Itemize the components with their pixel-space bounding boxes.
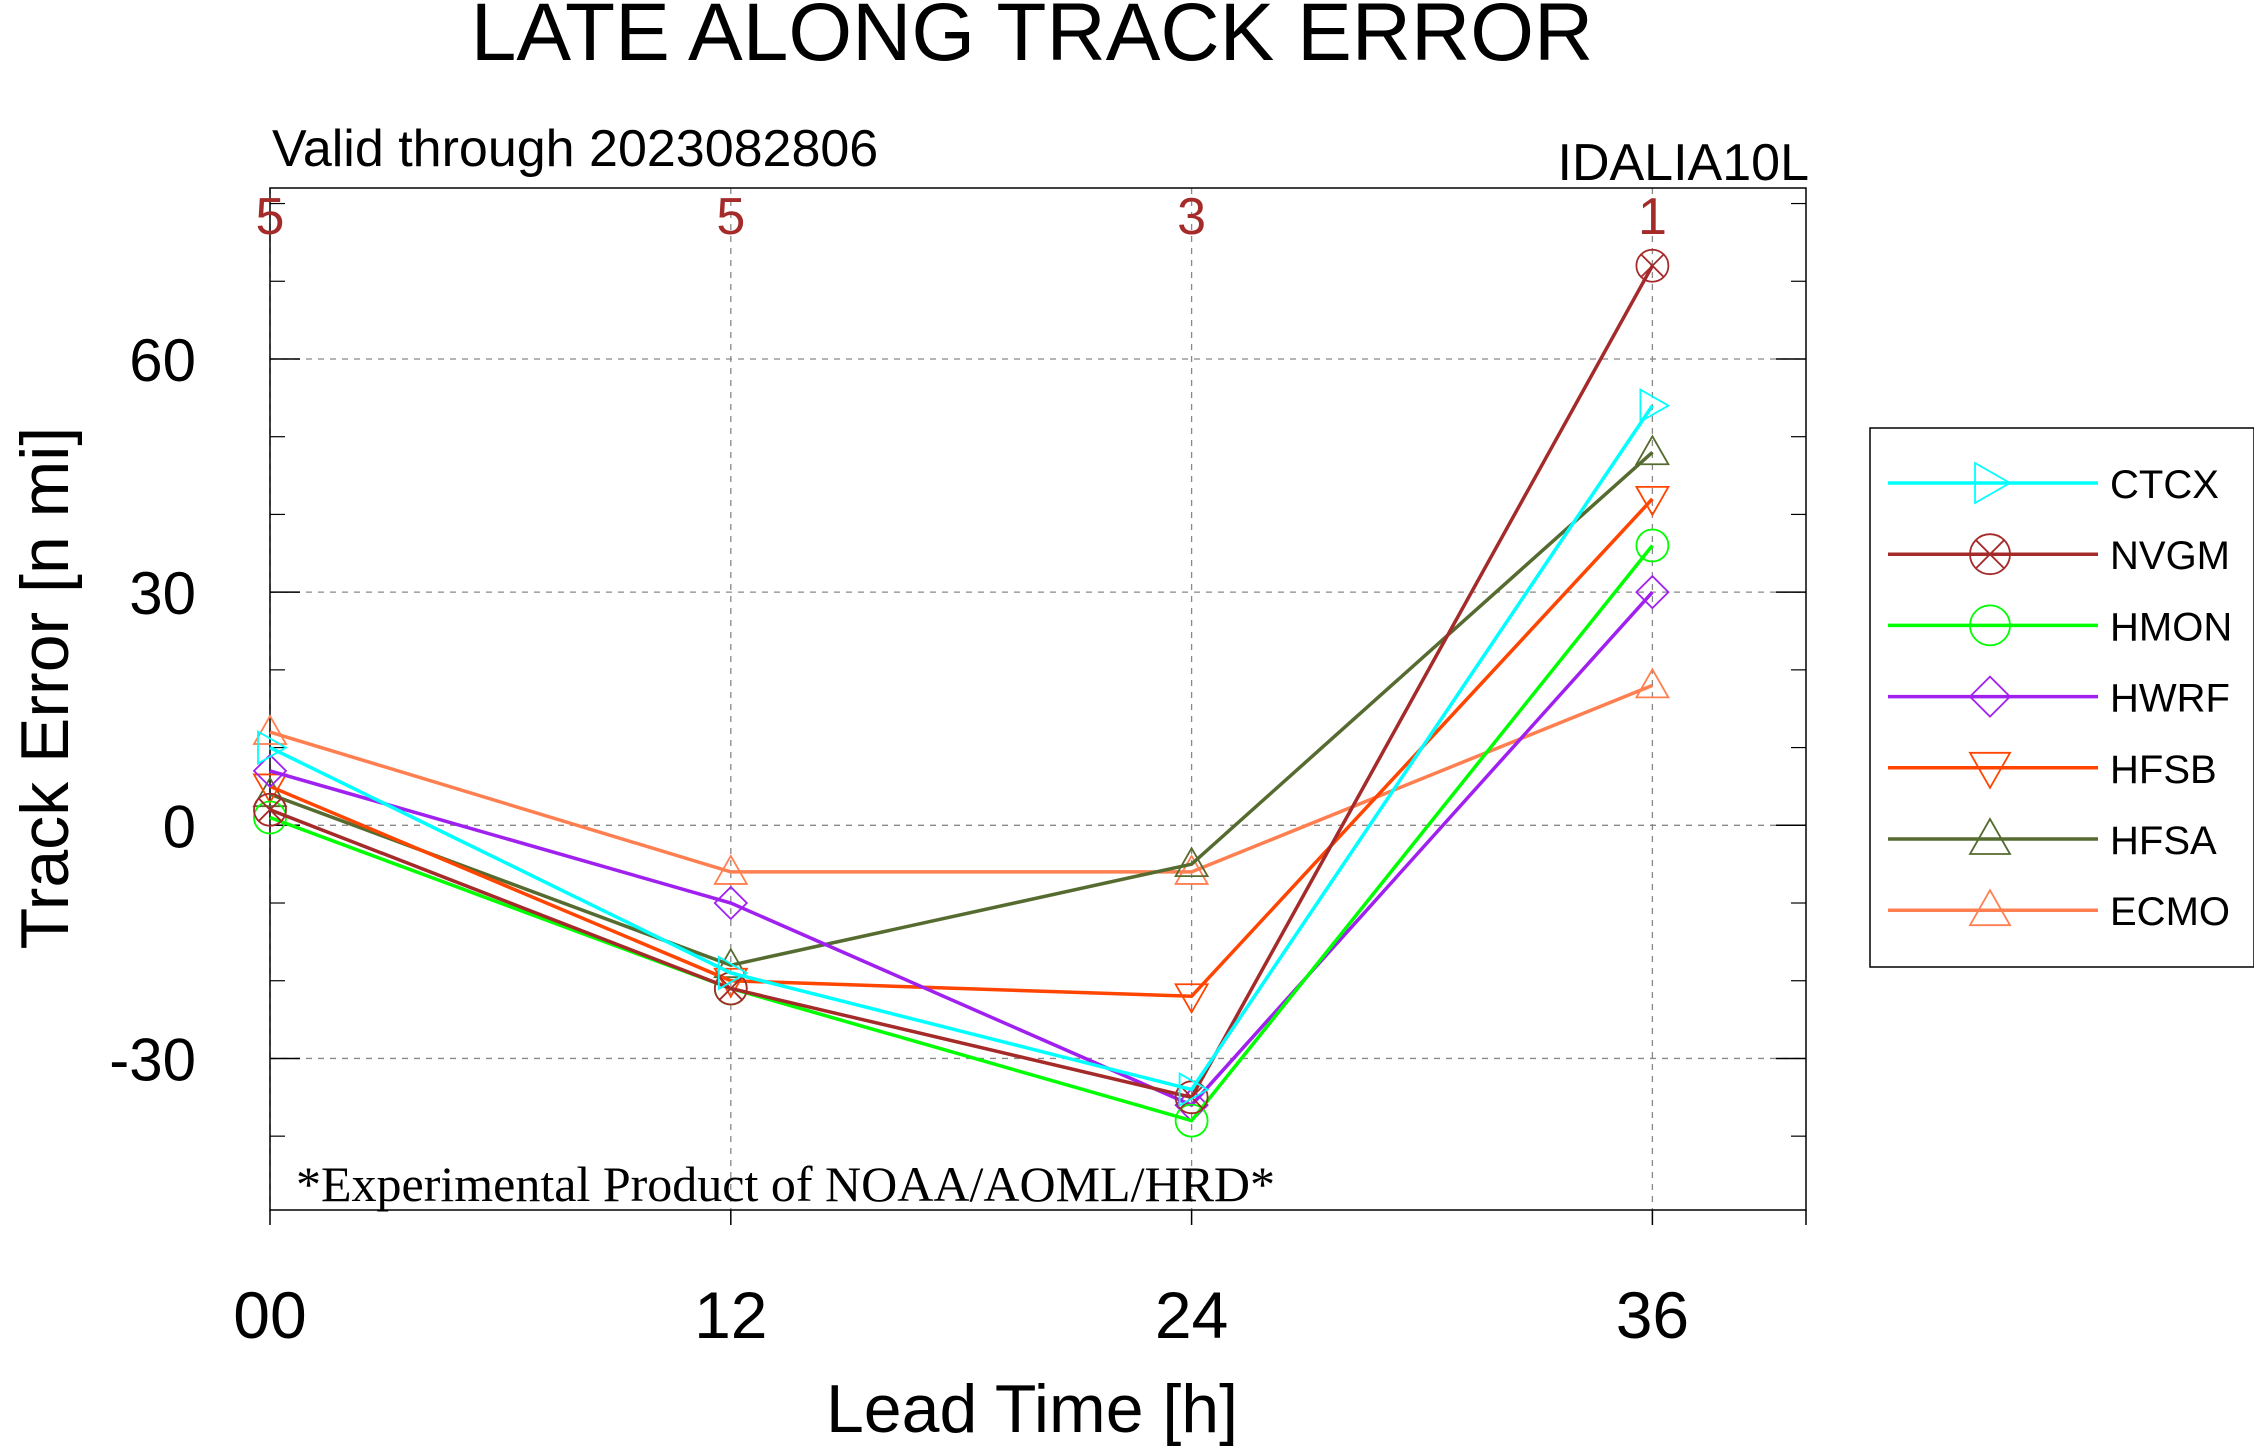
- x-tick-label: 36: [1616, 1278, 1689, 1352]
- legend-label-hwrf: HWRF: [2110, 677, 2230, 721]
- y-tick-label: -30: [109, 1026, 196, 1093]
- data-point-ctcx: [1178, 1071, 1210, 1108]
- legend-label-hfsa: HFSA: [2110, 819, 2217, 863]
- series-line-hmon: [269, 544, 1654, 1123]
- data-point-ecmo: [1634, 667, 1670, 699]
- series-line-hfsb: [269, 497, 1654, 999]
- data-point-hfsa: [713, 947, 749, 979]
- series-lines: [252, 248, 1671, 1138]
- data-point-hwrf: [252, 753, 288, 789]
- x-axis-label: Lead Time [h]: [826, 1371, 1238, 1447]
- legend-marker-hwrf: [1968, 675, 2012, 718]
- legend-label-ecmo: ECMO: [2110, 890, 2230, 934]
- data-point-hfsa: [252, 776, 288, 808]
- axis-tick-labels: 00 5 12 5 24 3 36 1 -30 0 30 60: [109, 188, 1689, 1352]
- plot-frame: [269, 187, 1807, 1211]
- data-point-hwrf: [713, 885, 749, 921]
- legend-label-hfsb: HFSB: [2110, 748, 2217, 792]
- legend-marker-nvgm: [1969, 533, 2011, 576]
- legend-label-nvgm: NVGM: [2110, 534, 2230, 578]
- data-point-ecmo: [1174, 854, 1210, 885]
- legend-label-hmon: HMON: [2110, 605, 2232, 649]
- data-point-ctcx: [257, 730, 288, 766]
- y-tick-label: 0: [163, 793, 196, 860]
- legend-marker-hfsa: [1968, 817, 2012, 855]
- axis-ticks: [269, 202, 1807, 1225]
- data-point-ctcx: [717, 955, 749, 991]
- data-point-hfsb: [1174, 983, 1210, 1015]
- data-point-nvgm: [253, 792, 287, 827]
- legend-marker-ecmo: [1968, 888, 2012, 927]
- legend-marker-hfsb: [1968, 751, 2012, 790]
- legend: CTCX NVGM HMON HWRF HFSB HFSA ECMO: [1888, 461, 2232, 934]
- series-line-ctcx: [269, 404, 1654, 1092]
- data-point-hfsa: [1174, 846, 1210, 878]
- data-point-hfsb: [252, 773, 288, 805]
- storm-label: IDALIA10L: [1558, 134, 1810, 192]
- sample-count-label: 5: [716, 188, 745, 246]
- legend-label-ctcx: CTCX: [2110, 463, 2219, 507]
- series-line-hfsa: [269, 450, 1654, 968]
- footer-note: *Experimental Product of NOAA/AOML/HRD*: [296, 1156, 1275, 1212]
- x-tick-label: 00: [233, 1278, 306, 1352]
- data-point-hfsa: [1634, 434, 1670, 466]
- sample-count-label: 5: [256, 188, 285, 246]
- y-tick-label: 30: [129, 560, 196, 627]
- series-line-ecmo: [269, 683, 1654, 874]
- sample-count-label: 1: [1638, 188, 1667, 246]
- chart-subtitle: Valid through 2023082806: [272, 120, 878, 178]
- data-point-ctcx: [1639, 388, 1671, 424]
- series-line-nvgm: [269, 264, 1654, 1100]
- legend-marker-ctcx: [1974, 461, 2012, 505]
- data-point-hmon: [1635, 528, 1670, 563]
- grid: [269, 188, 1806, 1210]
- legend-marker-hmon: [1969, 604, 2011, 647]
- series-line-hwrf: [269, 590, 1654, 1108]
- chart-title: LATE ALONG TRACK ERROR: [471, 0, 1593, 78]
- data-point-nvgm: [1635, 248, 1670, 283]
- data-point-hmon: [1174, 1103, 1209, 1138]
- data-point-hfsb: [1634, 485, 1670, 517]
- sample-count-label: 3: [1177, 188, 1206, 246]
- y-axis-label: Track Error [n mi]: [7, 427, 83, 950]
- data-point-hwrf: [1635, 574, 1670, 610]
- data-point-ecmo: [252, 714, 288, 745]
- y-tick-label: 60: [129, 327, 196, 394]
- data-point-hfsb: [713, 967, 749, 999]
- x-tick-label: 24: [1155, 1278, 1228, 1352]
- x-tick-label: 12: [694, 1278, 767, 1352]
- data-point-ecmo: [713, 854, 749, 885]
